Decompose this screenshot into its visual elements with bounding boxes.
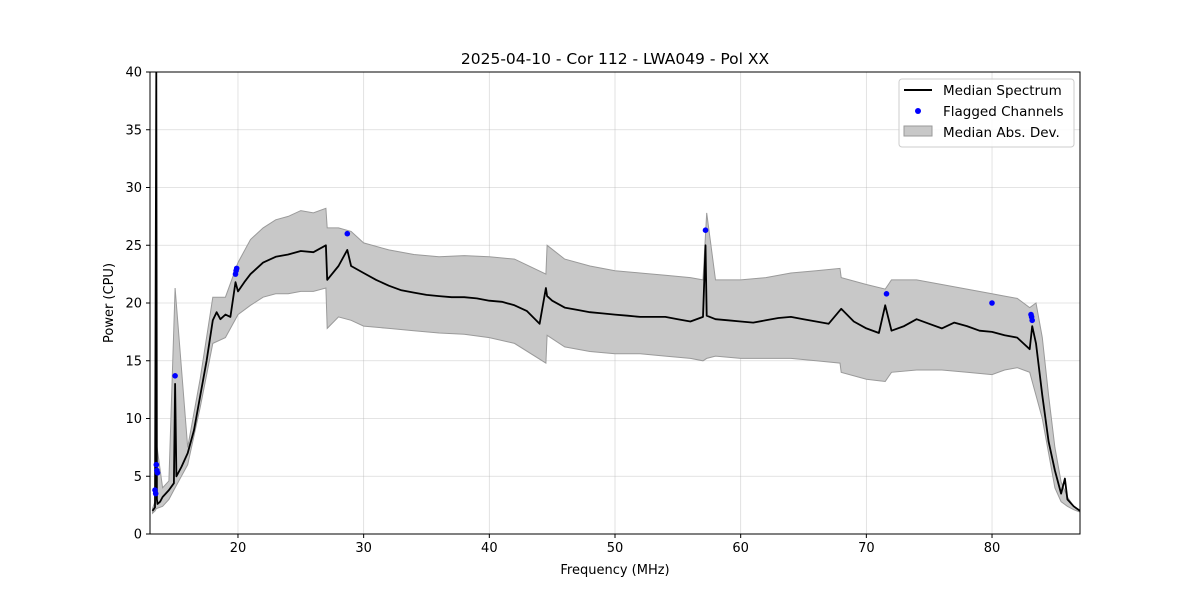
y-axis-label: Power (CPU) [102,263,117,343]
y-tick-label: 20 [125,297,142,312]
legend-box [898,78,1075,148]
x-tick-label: 20 [230,541,247,556]
x-tick-label: 50 [607,541,624,556]
flagged-point [154,470,161,476]
flagged-point [1029,317,1035,324]
y-tick-label: 10 [125,412,142,427]
flagged-point [233,265,240,272]
flagged-point [172,373,178,379]
legend-label-flagged: Flagged Channels [943,104,1064,120]
x-axis: 20 30 40 50 60 70 80 [230,534,1001,556]
flagged-point [153,461,160,468]
x-tick-label: 70 [858,541,875,556]
y-tick-label: 40 [125,66,142,81]
y-tick-label: 0 [134,528,142,543]
x-axis-label: Frequency (MHz) [560,563,669,578]
plot-area [151,72,1080,515]
legend-label-median: Median Spectrum [943,83,1062,99]
x-tick-label: 80 [984,541,1001,556]
y-axis: 0 5 10 15 20 25 30 35 40 [125,66,150,543]
flagged-point [344,230,351,237]
flagged-point [989,300,995,306]
chart-title: 2025-04-10 - Cor 112 - LWA049 - Pol XX [461,50,770,68]
x-tick-label: 60 [732,541,749,556]
median-spectrum-line [151,72,1080,512]
flagged-point [883,291,890,297]
flagged-point [702,227,709,233]
y-tick-label: 5 [134,470,142,485]
flagged-point [152,490,159,497]
x-tick-label: 40 [481,541,498,556]
plot-content [151,72,1080,515]
x-tick-label: 30 [355,541,372,556]
legend-fill-swatch [903,125,933,137]
legend-label-mad: Median Abs. Dev. [943,125,1060,141]
y-tick-label: 15 [125,354,142,369]
legend-dot-swatch [915,108,921,114]
y-tick-label: 25 [125,239,142,254]
legend: Median Spectrum Flagged Channels Median … [898,78,1075,148]
y-tick-label: 30 [125,181,142,196]
y-tick-label: 35 [125,123,142,138]
